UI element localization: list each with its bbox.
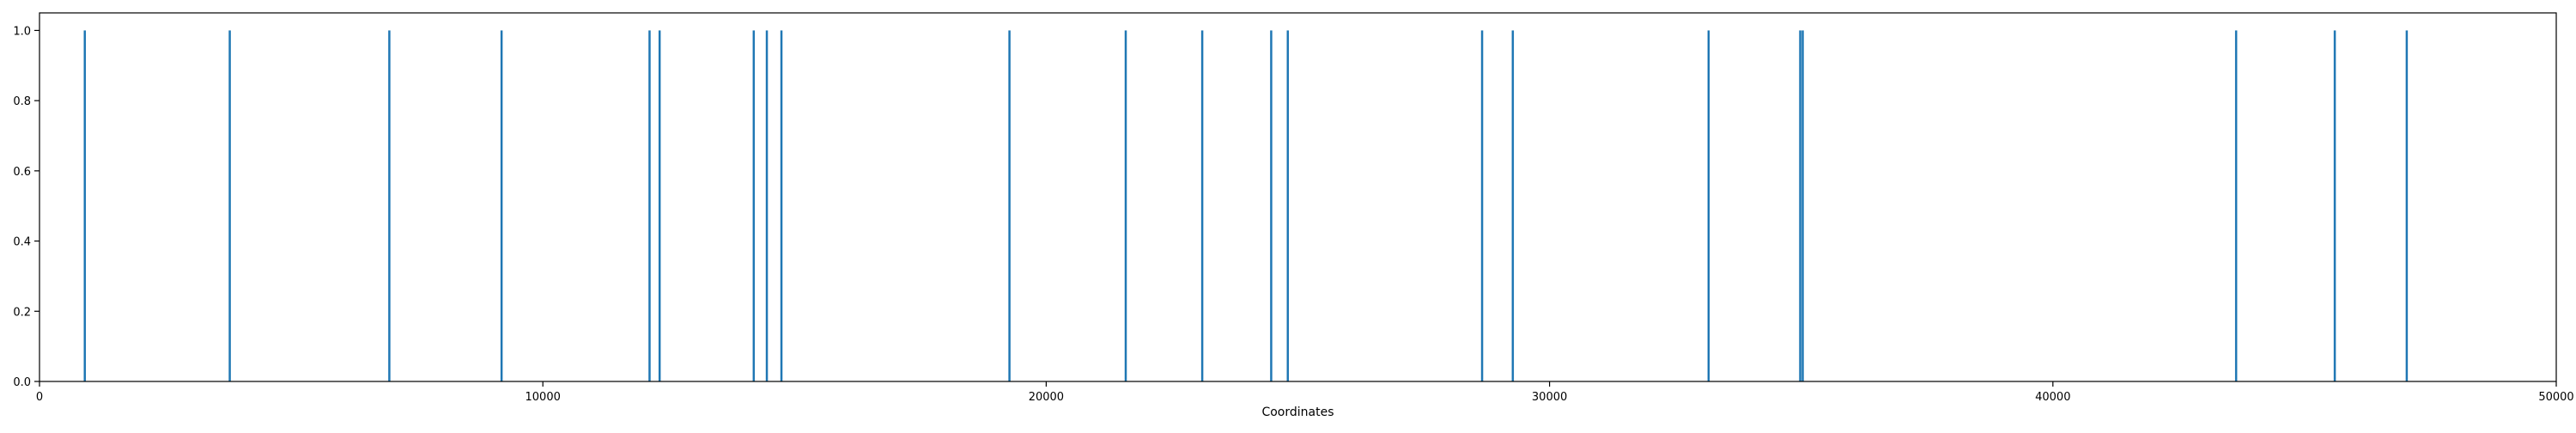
bar-13 xyxy=(1286,30,1290,382)
y-tick-label-5: 1.0 xyxy=(13,25,31,38)
x-axis-label: Coordinates xyxy=(1261,406,1334,419)
bar-19 xyxy=(2234,30,2238,382)
bar-18 xyxy=(1801,30,1804,382)
bar-1 xyxy=(228,30,231,382)
bar-14 xyxy=(1480,30,1484,382)
bar-11 xyxy=(1200,30,1204,382)
bar-7 xyxy=(765,30,769,382)
axes-layer: 0 10000 20000 30000 40000 50000 0.0 0.2 0.4 0.6 0.… xyxy=(13,12,2574,404)
bar-16 xyxy=(1707,30,1710,382)
x-tick-label-0: 0 xyxy=(36,391,43,404)
bar-2 xyxy=(388,30,391,382)
plot-frame xyxy=(39,12,2557,382)
x-tick-label-4: 40000 xyxy=(2035,391,2070,404)
bar-15 xyxy=(1511,30,1515,382)
y-tick-label-0: 0.0 xyxy=(13,376,31,389)
bar-4 xyxy=(648,30,651,382)
bar-17 xyxy=(1799,30,1801,382)
bar-8 xyxy=(780,30,783,382)
y-tick-label-3: 0.6 xyxy=(13,166,31,179)
bar-6 xyxy=(752,30,756,382)
bar-20 xyxy=(2333,30,2336,382)
bar-10 xyxy=(1124,30,1127,382)
bar-12 xyxy=(1270,30,1273,382)
x-tick-label-3: 30000 xyxy=(1532,391,1567,404)
x-tick-label-1: 10000 xyxy=(526,391,561,404)
x-tick-label-2: 20000 xyxy=(1029,391,1064,404)
y-tick-label-1: 0.2 xyxy=(13,306,31,319)
x-tick-label-5: 50000 xyxy=(2538,391,2573,404)
y-tick-label-2: 0.4 xyxy=(13,236,31,249)
y-tick-label-4: 0.8 xyxy=(13,95,31,108)
bar-5 xyxy=(658,30,661,382)
bar-21 xyxy=(2405,30,2409,382)
bar-9 xyxy=(1008,30,1011,382)
bar-3 xyxy=(500,30,503,382)
bar-0 xyxy=(83,30,87,382)
bars-layer xyxy=(83,30,2409,382)
